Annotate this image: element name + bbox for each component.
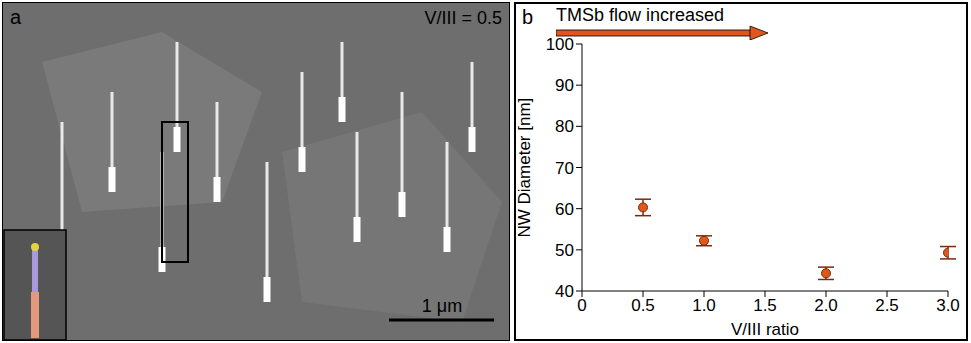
svg-text:80: 80 <box>555 117 574 136</box>
svg-text:90: 90 <box>555 76 574 95</box>
svg-text:0.5: 0.5 <box>631 296 655 315</box>
svg-text:2.5: 2.5 <box>875 296 899 315</box>
html-text:b: b <box>522 6 534 28</box>
svg-text:100: 100 <box>546 35 574 54</box>
svg-text:2.0: 2.0 <box>814 296 838 315</box>
svg-text:0: 0 <box>577 296 586 315</box>
svg-text:1.0: 1.0 <box>692 296 716 315</box>
svg-text:1 μm: 1 μm <box>422 296 462 316</box>
svg-text:60: 60 <box>555 200 574 219</box>
svg-text:50: 50 <box>555 241 574 260</box>
svg-text:70: 70 <box>555 159 574 178</box>
svg-text:1.5: 1.5 <box>753 296 777 315</box>
html-text:TMSb flow increased: TMSb flow increased <box>556 5 725 25</box>
svg-text:NW Diameter [nm]: NW Diameter [nm] <box>516 98 534 238</box>
svg-text:V/III ratio: V/III ratio <box>731 320 799 339</box>
svg-text:3.0: 3.0 <box>936 296 960 315</box>
svg-text:a: a <box>10 6 22 28</box>
svg-text:40: 40 <box>555 282 574 301</box>
svg-text:V/III = 0.5: V/III = 0.5 <box>424 8 502 28</box>
